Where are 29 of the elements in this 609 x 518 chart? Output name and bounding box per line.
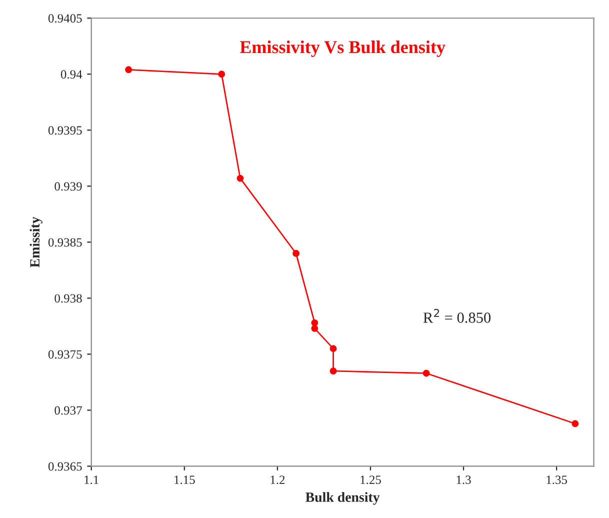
point [218, 70, 226, 78]
y-tick-label: 0.938 [54, 294, 82, 303]
point [572, 420, 579, 428]
point [330, 368, 337, 374]
point [125, 66, 132, 74]
point [292, 250, 300, 257]
point [422, 370, 430, 377]
point [330, 345, 337, 352]
y-tick-label: 0.9395 [48, 126, 82, 135]
x-axis-title: Bulk density [306, 492, 380, 505]
x-tick-label: 1.2 [270, 476, 285, 484]
y-tick-label: 0.937 [54, 406, 82, 415]
text: Emissivity Vs Bulk density [240, 40, 446, 57]
point [236, 174, 244, 182]
y-axis-title: Emissity [30, 216, 42, 268]
x-tick-label: 1.25 [360, 476, 381, 484]
point [311, 319, 318, 326]
y-tick-label: 0.939 [54, 182, 82, 191]
x-tick-label: 1.35 [546, 476, 568, 484]
y-tick-label: 0.9365 [48, 462, 82, 471]
x-tick-label: 1.1 [84, 476, 98, 484]
point [311, 324, 318, 332]
x-tick-label: 1.3 [456, 476, 471, 484]
y-tick-label: 0.94 [60, 70, 82, 79]
y-tick-label: 0.9405 [48, 14, 82, 23]
x-tick-label: 1.15 [174, 476, 195, 484]
annotation: R$^{2}$ = 0.850 [423, 308, 491, 323]
y-tick-label: 0.9385 [48, 238, 82, 247]
y-tick-label: 0.9375 [48, 350, 82, 359]
